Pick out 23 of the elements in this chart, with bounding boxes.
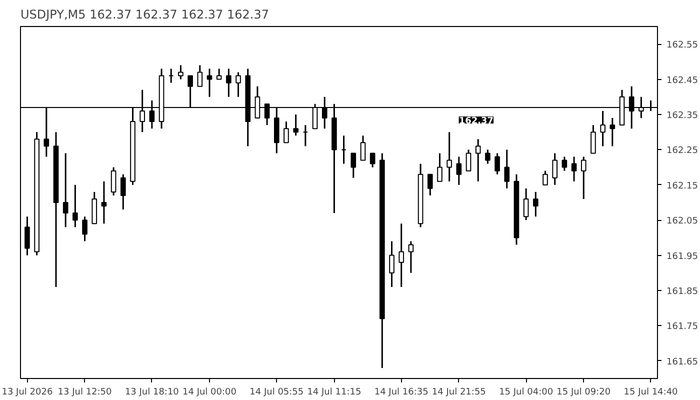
x-tick-label: 14 Jul 21:55 [432, 388, 486, 398]
x-tick-label: 14 Jul 05:55 [250, 388, 304, 398]
y-tick-label: 162.05 [666, 216, 698, 227]
y-tick-label: 161.85 [666, 287, 698, 297]
y-tick-label: 162.35 [666, 111, 698, 121]
ref-line-label: 162.37 [458, 116, 494, 126]
chart-title: USDJPY,M5 162.37 162.37 162.37 162.37 [20, 8, 269, 22]
y-tick-label: 161.95 [666, 252, 698, 262]
y-tick-label: 162.15 [666, 181, 698, 192]
y-tick-label: 162.55 [666, 40, 698, 51]
y-tick-label: 162.25 [666, 146, 698, 156]
x-tick-label: 13 Jul 12:50 [58, 388, 112, 398]
y-tick-label: 161.75 [666, 322, 698, 332]
x-tick-label: 13 Jul 2026 [2, 388, 53, 398]
x-tick-label: 15 Jul 09:20 [556, 388, 611, 398]
y-tick-label: 162.45 [666, 76, 698, 86]
x-tick-label: 13 Jul 18:10 [124, 388, 180, 398]
x-tick-label: 14 Jul 16:35 [374, 388, 428, 398]
x-tick-label: 15 Jul 14:40 [624, 388, 678, 398]
y-tick-label: 161.65 [666, 357, 698, 368]
x-tick-label: 14 Jul 11:15 [307, 388, 362, 398]
x-tick-label: 15 Jul 04:00 [499, 388, 554, 398]
x-tick-label: 14 Jul 00:00 [182, 388, 237, 398]
